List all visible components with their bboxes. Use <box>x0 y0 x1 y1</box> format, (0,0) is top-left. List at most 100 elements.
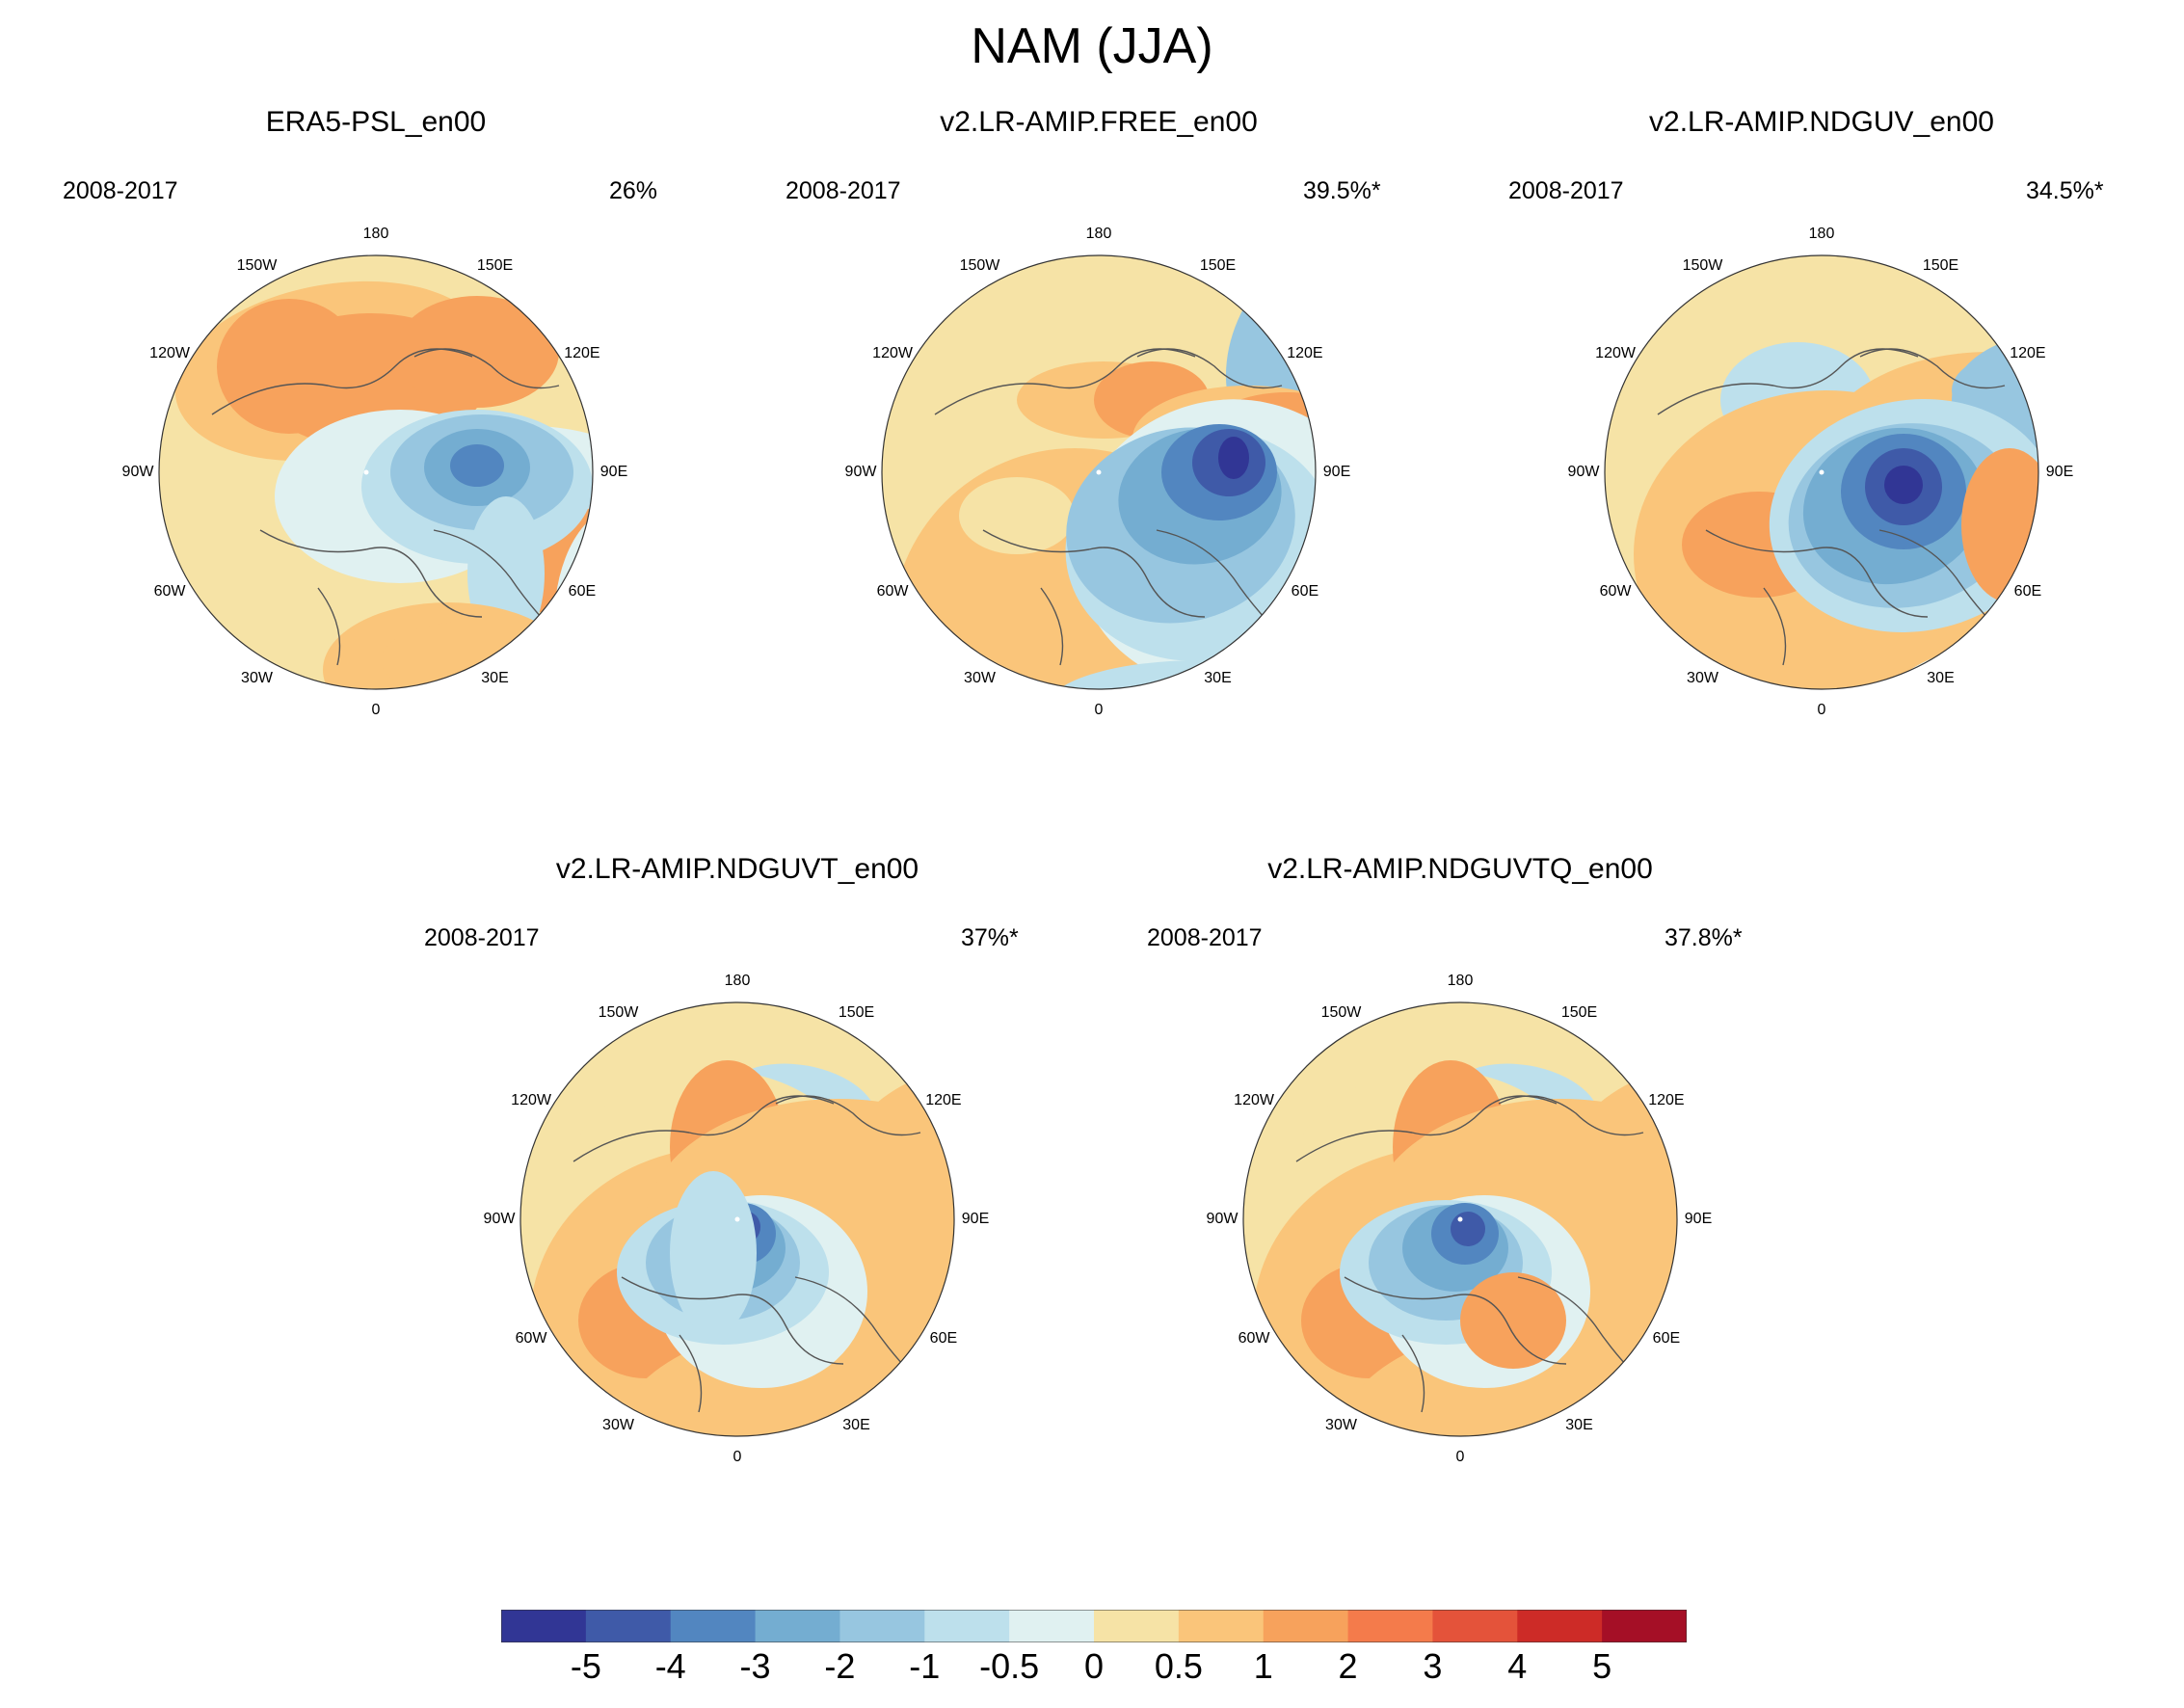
colorbar-segment <box>1094 1610 1180 1642</box>
colorbar <box>501 1610 1687 1642</box>
map-boundary <box>881 254 1317 690</box>
coastline <box>775 1095 921 1136</box>
longitude-label: 180 <box>724 973 751 989</box>
longitude-label: 0 <box>1094 702 1104 718</box>
colorbar-tick-label: 4 <box>1507 1646 1528 1686</box>
longitude-label: 30E <box>1204 669 1232 686</box>
longitude-label: 180 <box>1447 973 1474 989</box>
field-contours <box>159 255 593 689</box>
longitude-label: 30E <box>1927 669 1955 686</box>
longitude-label: 60E <box>1652 1329 1681 1347</box>
longitude-label: 150W <box>236 257 278 275</box>
colorbar-tick-label: -5 <box>570 1646 601 1686</box>
contour-region <box>450 444 504 487</box>
contour-region <box>1046 660 1316 689</box>
longitude-label: 30W <box>1325 1416 1357 1433</box>
longitude-label: 0 <box>371 702 381 718</box>
panel-title: v2.LR-AMIP.NDGUV_en00 <box>1649 106 1994 138</box>
longitude-label: 30W <box>241 669 273 686</box>
longitude-label: 60W <box>515 1329 547 1347</box>
longitude-label: 60W <box>876 582 909 600</box>
colorbar-tick-label: 0.5 <box>1154 1646 1203 1686</box>
panel-title: v2.LR-AMIP.NDGUVTQ_en00 <box>1267 853 1653 885</box>
longitude-label: 90W <box>483 1211 516 1227</box>
panel-title: ERA5-PSL_en00 <box>265 106 487 138</box>
panel-period: 2008-2017 <box>1508 177 1624 204</box>
contour-region <box>217 299 361 434</box>
colorbar-tick-label: 1 <box>1253 1646 1273 1686</box>
colorbar-segment <box>501 1610 587 1642</box>
longitude-label: 150E <box>838 1004 875 1022</box>
pole-marker <box>734 1216 740 1222</box>
longitude-label: 150E <box>1560 1004 1598 1022</box>
contour-region <box>1961 448 2038 602</box>
coastline <box>1295 1095 1558 1162</box>
colorbar-tick-label: 0 <box>1083 1646 1105 1686</box>
longitude-label: 120E <box>1648 1091 1685 1108</box>
polar-map <box>1242 1001 1678 1437</box>
panel-era5: ERA5-PSL_en00 2008-2017 26% 180 150E 120E 9… <box>10 106 742 839</box>
panel-variance: 37%* <box>961 924 1019 951</box>
longitude-label: 60E <box>2013 582 2042 600</box>
figure-title: NAM (JJA) <box>971 18 1213 74</box>
colorbar-segment <box>755 1610 840 1642</box>
colorbar-segment <box>1178 1610 1265 1642</box>
longitude-label: 90W <box>844 464 877 480</box>
longitude-label: 150W <box>1320 1004 1362 1022</box>
coastline <box>317 587 341 666</box>
longitude-label: 150W <box>959 257 1000 275</box>
polar-map <box>1604 254 2039 690</box>
contour-region <box>670 1171 757 1335</box>
longitude-label: 30W <box>602 1416 634 1433</box>
contour-region <box>1884 466 1923 504</box>
longitude-label: 30E <box>481 669 509 686</box>
coastline <box>1657 348 1919 415</box>
longitude-label: 60W <box>153 582 186 600</box>
map-boundary <box>158 254 594 690</box>
colorbar-tick-label: 3 <box>1423 1646 1443 1686</box>
panel-variance: 26% <box>609 177 658 204</box>
longitude-label: 150W <box>598 1004 639 1022</box>
pole-marker <box>1819 469 1824 475</box>
longitude-label: 120E <box>925 1091 962 1108</box>
colorbar-segment <box>924 1610 1010 1642</box>
contour-region <box>395 296 559 408</box>
pole-marker <box>363 469 369 475</box>
colorbar-tick-label: 5 <box>1592 1646 1612 1686</box>
map-boundary <box>1242 1001 1678 1437</box>
longitude-label: 90E <box>599 464 628 480</box>
longitude-label: 90E <box>1322 464 1351 480</box>
colorbar-tick-label: 2 <box>1338 1646 1358 1686</box>
longitude-label: 120W <box>511 1091 551 1108</box>
colorbar-segment <box>1602 1610 1687 1642</box>
coastline <box>934 348 1196 415</box>
panel-period: 2008-2017 <box>1147 924 1263 951</box>
longitude-label: 30W <box>964 669 996 686</box>
field-contours <box>1605 255 2038 689</box>
coastline <box>1763 587 1787 666</box>
coastline <box>413 348 560 389</box>
panel-variance: 39.5%* <box>1303 177 1381 204</box>
pole-marker <box>1457 1216 1463 1222</box>
longitude-label: 60W <box>1599 582 1632 600</box>
coastline <box>982 529 1206 618</box>
panel-period: 2008-2017 <box>63 177 178 204</box>
coastline <box>1040 587 1064 666</box>
polar-map <box>158 254 594 690</box>
longitude-label: 90E <box>961 1211 990 1227</box>
colorbar-segment <box>839 1610 925 1642</box>
panel-title: v2.LR-AMIP.NDGUVT_en00 <box>555 853 919 885</box>
colorbar-tick-label: -4 <box>654 1646 686 1686</box>
longitude-label: 150E <box>1199 257 1237 275</box>
map-boundary <box>519 1001 955 1437</box>
longitude-label: 150E <box>1922 257 1959 275</box>
longitude-label: 90E <box>1684 1211 1713 1227</box>
longitude-label: 150W <box>1682 257 1723 275</box>
longitude-label: 180 <box>1085 226 1112 242</box>
coastline <box>573 1095 835 1162</box>
contour-region <box>2029 323 2038 689</box>
longitude-label: 90W <box>1567 464 1600 480</box>
colorbar-segment <box>1347 1610 1433 1642</box>
longitude-label: 120E <box>2010 344 2046 361</box>
longitude-label: 120W <box>1595 344 1636 361</box>
